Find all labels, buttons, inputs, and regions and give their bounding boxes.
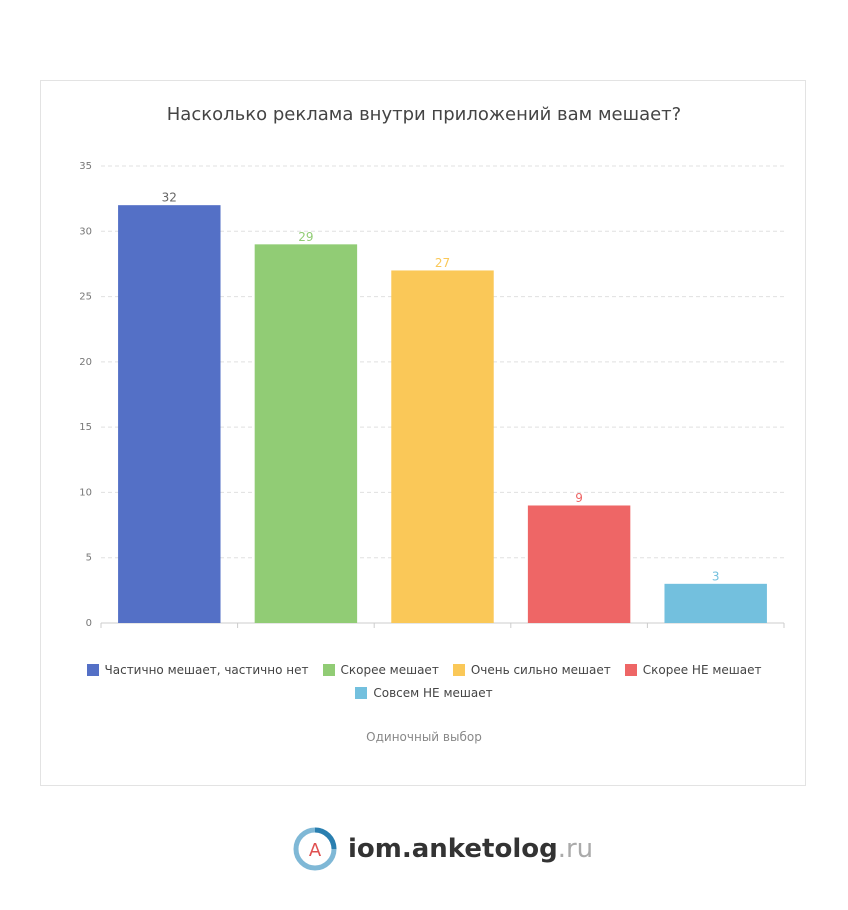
chart-card xyxy=(40,80,806,786)
bar xyxy=(664,583,767,623)
y-tick-label: 0 xyxy=(86,618,92,629)
legend-swatch xyxy=(452,664,465,676)
chart-title: Насколько реклама внутри приложений вам … xyxy=(167,104,681,125)
legend-item[interactable]: Совсем НЕ мешает xyxy=(355,686,493,700)
value-label: 29 xyxy=(298,230,313,244)
logo: A iom.anketolog.ru xyxy=(292,826,593,872)
logo-letter: A xyxy=(309,840,322,861)
bar xyxy=(118,205,221,623)
brand: iom.anketolog xyxy=(348,834,558,864)
domain: .ru xyxy=(557,834,594,864)
value-label: 27 xyxy=(435,256,450,270)
value-label: 32 xyxy=(162,191,177,205)
bar xyxy=(391,270,494,623)
y-tick-label: 25 xyxy=(79,292,92,303)
legend-label: Очень сильно мешает xyxy=(470,663,611,677)
legend-swatch xyxy=(86,664,99,676)
y-tick-label: 30 xyxy=(79,226,92,237)
legend-swatch xyxy=(624,664,637,676)
legend-item[interactable]: Скорее мешает xyxy=(322,663,439,677)
legend-item[interactable]: Очень сильно мешает xyxy=(452,663,611,677)
note: Одиночный выбор xyxy=(366,730,482,744)
logo-center xyxy=(302,836,328,862)
legend-label: Скорее мешает xyxy=(340,663,439,677)
legend-item[interactable]: Частично мешает, частично нет xyxy=(86,663,309,677)
value-label: 3 xyxy=(712,569,720,583)
legend-label: Совсем НЕ мешает xyxy=(373,686,493,700)
legend-swatch xyxy=(355,687,368,699)
legend-label: Частично мешает, частично нет xyxy=(104,663,309,677)
y-tick-label: 10 xyxy=(79,487,92,498)
chart: Насколько реклама внутри приложений вам … xyxy=(79,104,785,629)
logo-arc xyxy=(314,827,337,850)
value-label: 9 xyxy=(575,491,583,505)
legend-item[interactable]: Скорее НЕ мешает xyxy=(624,663,762,677)
bar xyxy=(527,505,631,623)
logo-icon: A xyxy=(293,827,337,871)
bar xyxy=(254,244,358,624)
legend-swatch xyxy=(322,664,335,676)
y-tick-label: 5 xyxy=(86,553,92,564)
y-tick-label: 35 xyxy=(79,161,92,172)
y-tick-label: 20 xyxy=(79,357,92,368)
legend-label: Скорее НЕ мешает xyxy=(642,663,762,677)
legend: Частично мешает, частично нет Скорее меша… xyxy=(60,663,788,700)
y-tick-label: 15 xyxy=(79,422,92,433)
